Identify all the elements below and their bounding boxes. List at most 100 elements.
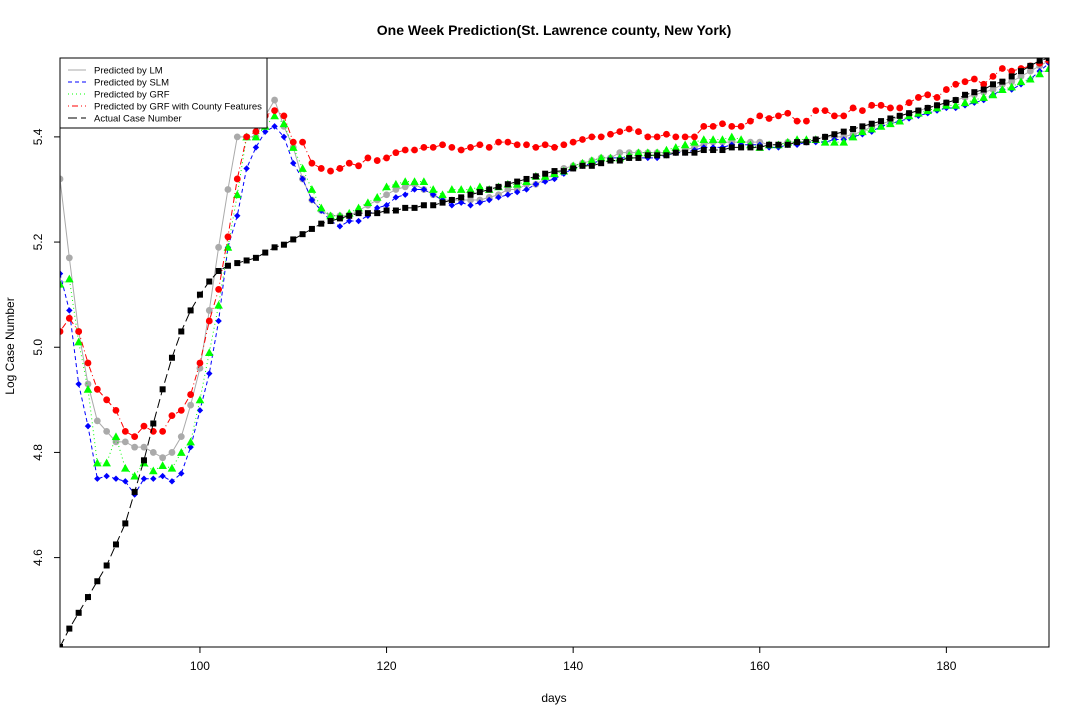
data-point xyxy=(121,463,130,472)
data-point xyxy=(355,217,362,225)
data-point xyxy=(690,137,699,146)
data-point xyxy=(634,148,643,157)
data-point xyxy=(383,191,390,199)
data-point xyxy=(588,162,595,169)
data-point xyxy=(532,181,540,188)
data-point xyxy=(1017,73,1025,80)
data-point xyxy=(111,432,121,441)
data-point xyxy=(896,104,904,112)
data-point xyxy=(822,133,829,140)
data-point xyxy=(952,80,960,88)
data-point xyxy=(635,154,642,161)
data-point xyxy=(234,212,241,219)
data-point xyxy=(112,438,120,446)
data-point xyxy=(447,185,457,193)
x-axis-label: days xyxy=(541,691,566,705)
data-point xyxy=(428,185,438,193)
data-point xyxy=(551,144,558,151)
data-point xyxy=(187,401,195,409)
data-point xyxy=(298,164,307,172)
data-point xyxy=(410,177,419,186)
data-point xyxy=(131,488,138,495)
data-point xyxy=(336,165,344,172)
data-point xyxy=(523,141,530,149)
data-point xyxy=(616,149,624,157)
data-point xyxy=(700,122,708,130)
data-point xyxy=(354,203,363,212)
data-point xyxy=(233,133,241,141)
data-point xyxy=(392,207,399,214)
series-4 xyxy=(60,58,1049,647)
data-point xyxy=(877,101,885,109)
data-point xyxy=(205,307,213,314)
data-point xyxy=(485,144,493,151)
data-point xyxy=(895,116,905,125)
data-point xyxy=(765,115,773,122)
data-point xyxy=(756,112,764,120)
data-point xyxy=(532,173,539,180)
data-point xyxy=(457,146,465,154)
data-point xyxy=(504,181,511,188)
data-point xyxy=(1046,58,1049,61)
data-point xyxy=(858,127,867,136)
series-3 xyxy=(60,58,1049,441)
data-point xyxy=(448,202,456,209)
data-point xyxy=(439,141,446,149)
legend-item: Predicted by GRF with County Features xyxy=(94,102,262,113)
data-point xyxy=(598,160,605,167)
data-point xyxy=(579,162,586,169)
data-point xyxy=(60,644,63,647)
legend-item: Predicted by GRF xyxy=(94,90,170,101)
x-tick-label: 100 xyxy=(190,659,210,673)
x-tick-label: 120 xyxy=(377,659,397,673)
data-point xyxy=(1036,58,1043,64)
data-point xyxy=(131,443,139,451)
data-point xyxy=(234,260,241,267)
data-point xyxy=(382,182,391,191)
data-point xyxy=(401,146,409,154)
data-point xyxy=(784,109,792,117)
data-point xyxy=(906,110,913,117)
data-point xyxy=(168,449,176,456)
data-point xyxy=(495,194,502,201)
data-point xyxy=(1027,62,1034,69)
data-point xyxy=(159,427,167,435)
y-tick-label: 5.4 xyxy=(31,128,45,145)
data-point xyxy=(990,81,997,88)
data-point xyxy=(66,625,73,632)
data-point xyxy=(317,165,325,172)
data-point xyxy=(84,359,92,367)
data-point xyxy=(271,123,278,130)
data-point xyxy=(728,144,735,151)
data-point xyxy=(102,458,111,467)
data-point xyxy=(541,141,549,149)
data-point xyxy=(280,112,288,120)
data-point xyxy=(970,95,979,104)
data-point xyxy=(876,122,886,130)
data-point xyxy=(270,111,279,120)
data-point xyxy=(709,122,717,130)
data-point xyxy=(905,99,913,107)
data-point xyxy=(402,191,409,198)
data-point xyxy=(243,133,251,141)
data-point xyxy=(94,578,101,585)
data-point xyxy=(597,133,605,141)
axis-ticks: 100 120 140 160 180 4.6 4.8 5.0 5.2 5.4 xyxy=(31,128,957,673)
data-point xyxy=(848,132,858,141)
data-point xyxy=(821,107,829,114)
data-point xyxy=(327,218,334,225)
data-point xyxy=(868,120,875,127)
data-point xyxy=(122,520,129,527)
data-point xyxy=(346,217,353,225)
data-point xyxy=(831,131,838,138)
data-point xyxy=(1026,67,1034,75)
data-point xyxy=(587,156,597,164)
data-point xyxy=(662,145,671,154)
data-point xyxy=(149,449,157,456)
data-point xyxy=(625,125,633,133)
data-point xyxy=(299,175,306,183)
data-point xyxy=(75,328,83,335)
data-point xyxy=(551,175,558,183)
data-point xyxy=(596,153,606,162)
data-point xyxy=(532,144,540,151)
